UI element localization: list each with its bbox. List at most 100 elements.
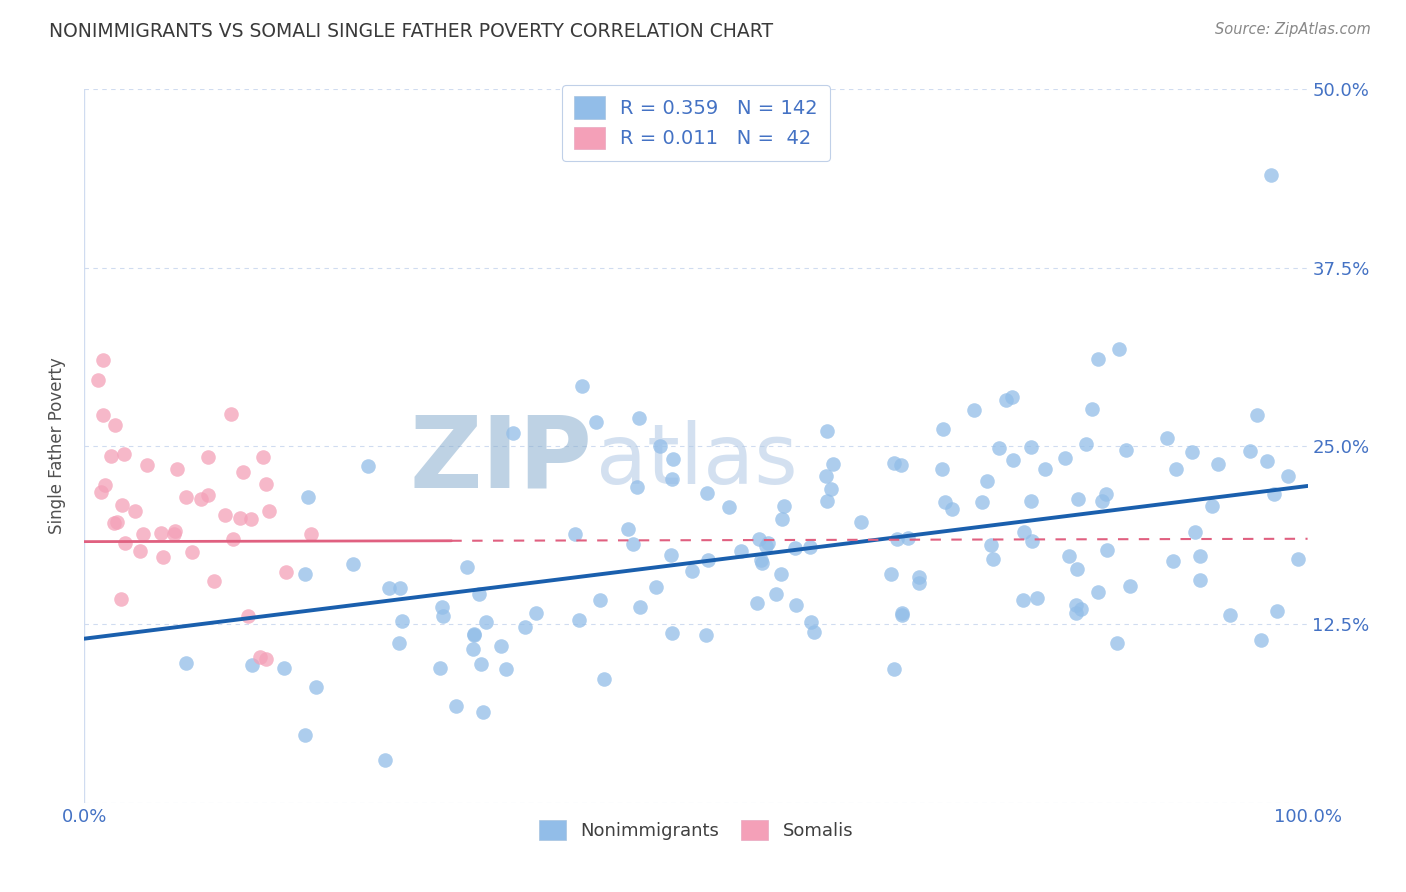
Point xyxy=(470,657,492,671)
Point xyxy=(1206,457,1229,471)
Point xyxy=(132,526,155,541)
Point xyxy=(91,353,114,368)
Point xyxy=(391,614,413,628)
Point xyxy=(1064,598,1087,612)
Point xyxy=(815,494,838,508)
Legend: Nonimmigrants, Somalis: Nonimmigrants, Somalis xyxy=(531,813,860,847)
Point xyxy=(357,458,380,473)
Point xyxy=(817,424,839,438)
Point xyxy=(765,587,787,601)
Point xyxy=(100,449,122,463)
Point xyxy=(388,581,411,595)
Point xyxy=(770,512,793,526)
Point xyxy=(342,557,364,571)
Point xyxy=(1108,342,1130,356)
Point xyxy=(941,502,963,516)
Point xyxy=(1246,408,1268,422)
Point xyxy=(90,485,112,500)
Point xyxy=(249,649,271,664)
Point xyxy=(124,504,146,518)
Point xyxy=(228,510,250,524)
Point xyxy=(931,422,953,436)
Point xyxy=(1001,390,1024,404)
Point xyxy=(276,565,298,579)
Point xyxy=(174,657,197,671)
Point xyxy=(897,531,920,545)
Point xyxy=(1001,453,1024,467)
Point xyxy=(1250,632,1272,647)
Point xyxy=(754,539,776,553)
Point xyxy=(463,628,485,642)
Point xyxy=(429,661,451,675)
Point xyxy=(970,494,993,508)
Point xyxy=(444,698,467,713)
Point xyxy=(747,596,769,610)
Point xyxy=(257,504,280,518)
Point xyxy=(661,472,683,486)
Point xyxy=(214,508,236,522)
Point xyxy=(174,490,197,504)
Point xyxy=(886,533,908,547)
Point xyxy=(994,393,1017,408)
Point xyxy=(254,477,277,491)
Point xyxy=(1181,444,1204,458)
Point xyxy=(1066,562,1088,576)
Point xyxy=(150,526,173,541)
Point xyxy=(980,538,1002,552)
Point xyxy=(661,626,683,640)
Point xyxy=(585,415,607,429)
Point xyxy=(299,527,322,541)
Point xyxy=(1201,499,1223,513)
Point xyxy=(571,379,593,393)
Y-axis label: Single Father Poverty: Single Father Poverty xyxy=(48,358,66,534)
Point xyxy=(1087,584,1109,599)
Point xyxy=(166,462,188,476)
Point xyxy=(273,661,295,675)
Point xyxy=(254,651,277,665)
Point xyxy=(803,624,825,639)
Point xyxy=(908,576,931,591)
Point xyxy=(617,522,640,536)
Point xyxy=(467,587,489,601)
Point xyxy=(252,450,274,464)
Point xyxy=(883,456,905,470)
Point xyxy=(456,559,478,574)
Point xyxy=(593,672,616,686)
Point xyxy=(513,619,536,633)
Point xyxy=(748,532,770,546)
Point xyxy=(104,417,127,432)
Point xyxy=(495,662,517,676)
Point xyxy=(564,526,586,541)
Point xyxy=(1156,431,1178,445)
Text: NONIMMIGRANTS VS SOMALI SINGLE FATHER POVERTY CORRELATION CHART: NONIMMIGRANTS VS SOMALI SINGLE FATHER PO… xyxy=(49,22,773,41)
Point xyxy=(730,544,752,558)
Point xyxy=(1188,549,1211,563)
Point xyxy=(524,607,547,621)
Point xyxy=(1164,462,1187,476)
Point xyxy=(197,450,219,464)
Point xyxy=(135,458,157,473)
Point xyxy=(489,640,512,654)
Point xyxy=(107,515,129,529)
Point xyxy=(294,728,316,742)
Point xyxy=(1118,579,1140,593)
Point xyxy=(94,477,117,491)
Point xyxy=(1277,468,1299,483)
Point xyxy=(128,544,150,558)
Point xyxy=(976,474,998,488)
Point xyxy=(236,608,259,623)
Text: ZIP: ZIP xyxy=(409,412,592,508)
Point xyxy=(103,516,125,531)
Point xyxy=(815,469,838,483)
Point xyxy=(662,451,685,466)
Point xyxy=(388,636,411,650)
Point xyxy=(152,550,174,565)
Point xyxy=(1184,525,1206,540)
Point xyxy=(681,565,703,579)
Point xyxy=(963,403,986,417)
Point xyxy=(1021,533,1043,548)
Point xyxy=(770,567,793,582)
Point xyxy=(1263,487,1285,501)
Point xyxy=(162,526,184,541)
Point xyxy=(1012,524,1035,539)
